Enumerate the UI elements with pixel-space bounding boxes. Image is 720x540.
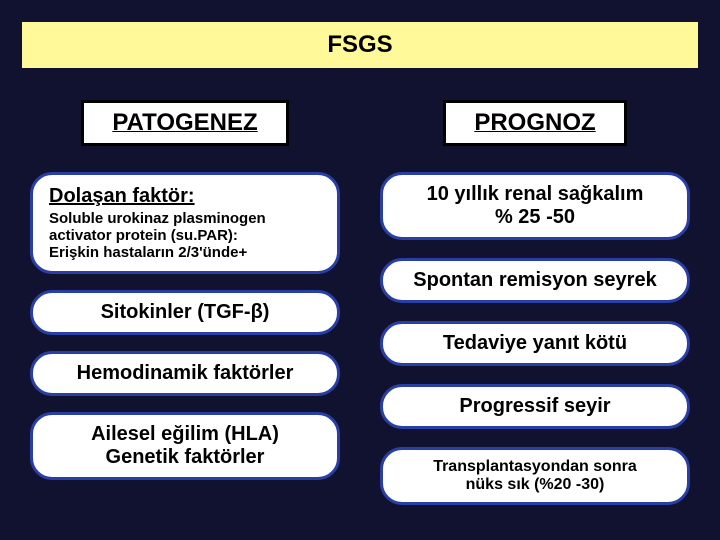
left-box-dolasan: Dolaşan faktör: Soluble urokinaz plasmin…	[30, 172, 340, 274]
left-box0-line-c: Erişkin hastaların 2/3'ünde+	[49, 244, 323, 261]
left-box-ailesel: Ailesel eğilim (HLA) Genetik faktörler	[30, 412, 340, 480]
left-box-hemodinamik: Hemodinamik faktörler	[30, 351, 340, 396]
left-box3-line1: Ailesel eğilim (HLA)	[91, 423, 279, 445]
left-column: PATOGENEZ Dolaşan faktör: Soluble urokin…	[30, 100, 340, 510]
columns-wrapper: PATOGENEZ Dolaşan faktör: Soluble urokin…	[30, 100, 690, 510]
right-box3-text: Progressif seyir	[459, 395, 610, 417]
left-box1-text: Sitokinler (TGF-β)	[101, 301, 270, 323]
left-box3-line2: Genetik faktörler	[47, 446, 323, 469]
right-header-text: PROGNOZ	[474, 109, 595, 136]
left-header-text: PATOGENEZ	[112, 109, 257, 136]
left-box2-text: Hemodinamik faktörler	[77, 362, 294, 384]
left-box0-title: Dolaşan faktör:	[49, 185, 323, 208]
right-box-transplant: Transplantasyondan sonra nüks sık (%20 -…	[380, 447, 690, 505]
right-box0-line1: 10 yıllık renal sağkalım	[397, 183, 673, 206]
right-box4-line2: nüks sık (%20 -30)	[397, 476, 673, 494]
right-box4-line1: Transplantasyondan sonra	[397, 458, 673, 476]
left-box0-line-a: Soluble urokinaz plasminogen	[49, 210, 323, 227]
right-box0-line2: % 25 -50	[397, 206, 673, 229]
right-box2-text: Tedaviye yanıt kötü	[443, 332, 627, 354]
title-text: FSGS	[327, 31, 392, 59]
left-box-sitokinler: Sitokinler (TGF-β)	[30, 290, 340, 335]
right-column: PROGNOZ 10 yıllık renal sağkalım % 25 -5…	[380, 100, 690, 510]
right-box-progressif: Progressif seyir	[380, 384, 690, 429]
right-box1-text: Spontan remisyon seyrek	[413, 269, 656, 291]
left-column-header: PATOGENEZ	[81, 100, 288, 146]
left-box0-line-b: activator protein (su.PAR):	[49, 227, 323, 244]
right-box-10yil: 10 yıllık renal sağkalım % 25 -50	[380, 172, 690, 240]
right-column-header: PROGNOZ	[443, 100, 626, 146]
right-box-tedaviye: Tedaviye yanıt kötü	[380, 321, 690, 366]
right-box-spontan: Spontan remisyon seyrek	[380, 258, 690, 303]
title-band: FSGS	[22, 22, 698, 68]
